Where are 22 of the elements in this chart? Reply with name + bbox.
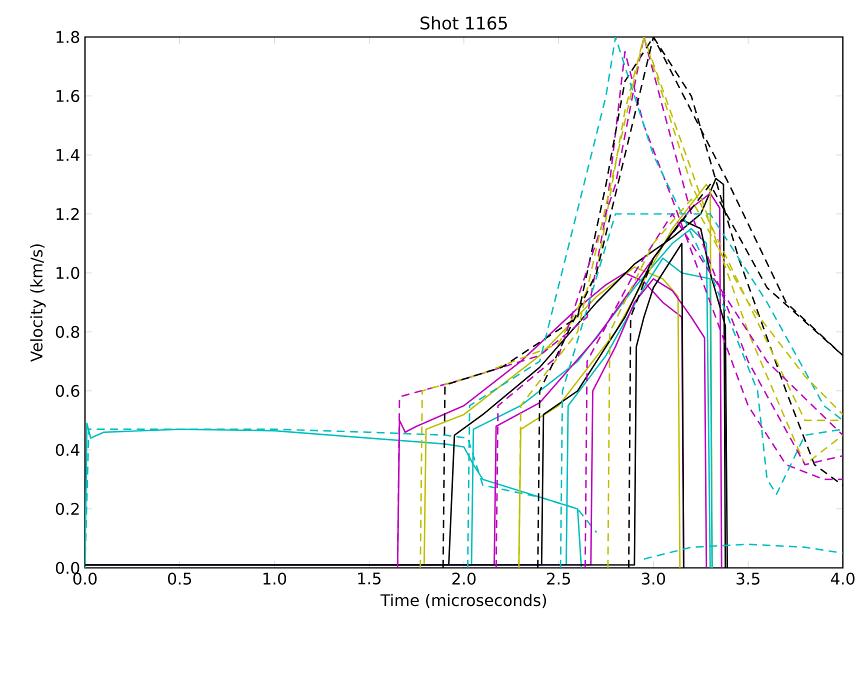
y-tick-label: 0.2 [56,502,79,516]
y-tick-label: 1.6 [56,90,80,102]
x-tick-label: 1.0 [263,572,286,585]
x-tick-label: 3.0 [642,572,666,585]
y-tick-label: 0.6 [56,384,80,398]
y-axis-title: Velocity (km/s) [30,244,46,362]
y-tick-label: 0.0 [56,562,80,574]
x-tick-label: 1.5 [358,572,381,585]
y-tick-label: 0.4 [56,444,80,456]
x-tick-label: 3.5 [736,572,760,585]
chart-title: Shot 1165 [420,16,507,30]
y-tick-label: 1.4 [56,149,80,161]
y-tick-label: 1.8 [56,30,80,44]
x-tick-label: 2.0 [452,572,476,585]
x-axis-title: Time (microseconds) [380,594,546,608]
y-tick-label: 1.2 [56,208,79,220]
x-tick-label: 0.0 [73,572,97,585]
x-tick-label: 0.5 [168,572,192,585]
y-tick-label: 0.8 [56,326,80,338]
x-tick-label: 4.0 [830,572,854,585]
y-tick-label: 1.0 [56,266,80,280]
x-tick-label: 2.5 [547,572,570,585]
